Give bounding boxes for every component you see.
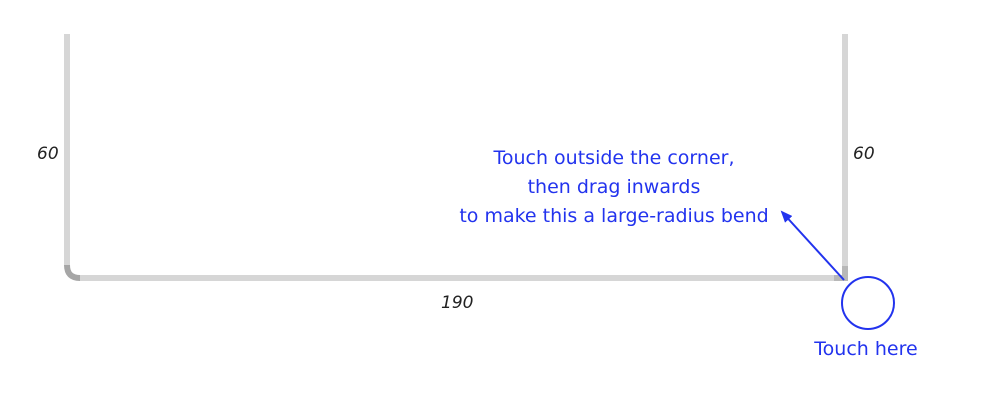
touch-here-label: Touch here <box>813 338 917 360</box>
dimension-left: 60 <box>37 144 59 164</box>
hint-arrow <box>780 210 845 281</box>
pipe-shape <box>64 34 848 281</box>
hint-line-3: to make this a large-radius bend <box>459 205 768 227</box>
hint-text-block: Touch outside the corner, then drag inwa… <box>459 147 768 227</box>
hint-line-2: then drag inwards <box>528 176 701 198</box>
dimension-bottom: 190 <box>441 293 473 313</box>
right-corner[interactable] <box>834 266 848 281</box>
hint-line-1: Touch outside the corner, <box>492 147 734 169</box>
dimension-right: 60 <box>853 144 875 164</box>
left-bend[interactable] <box>64 264 81 281</box>
touch-target-circle[interactable] <box>841 276 895 330</box>
